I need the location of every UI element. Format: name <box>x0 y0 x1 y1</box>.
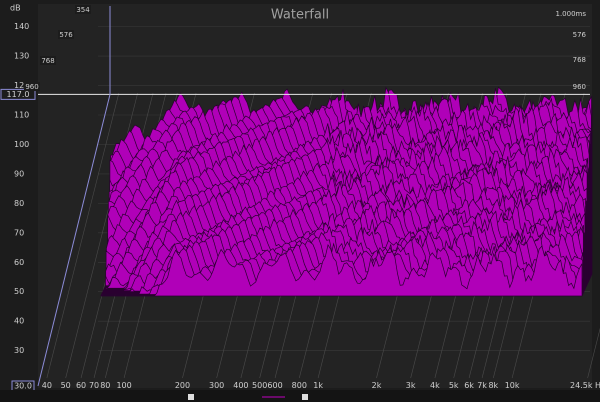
legend-checkbox[interactable] <box>302 394 308 400</box>
overlay: 117.0 30.0 354 576 768 960 1.000ms 576 768 960 <box>0 5 590 392</box>
cursor-diagonal <box>37 94 111 387</box>
y-tick-label: 60 <box>14 258 24 267</box>
depth-label-box <box>75 5 91 14</box>
x-tick-label: 4k <box>430 381 440 390</box>
depth-label: 354 <box>76 6 90 14</box>
x-tick-label: 80 <box>100 381 110 390</box>
chart-title: Waterfall <box>271 8 329 23</box>
y-tick-label: 130 <box>14 52 29 61</box>
depth-label: 768 <box>573 56 586 64</box>
grid-line <box>46 92 120 379</box>
waterfall-surface <box>100 86 593 297</box>
depth-label-box <box>58 30 74 39</box>
y-tick-label: 110 <box>14 110 29 119</box>
depth-label: 960 <box>573 83 586 91</box>
depth-label: 768 <box>41 57 54 65</box>
y-tick-label: 80 <box>14 199 24 208</box>
y-tick-label: 100 <box>14 140 29 149</box>
depth-label: 960 <box>25 83 38 91</box>
x-tick-label: 600 <box>267 381 282 390</box>
legend-checkbox[interactable] <box>188 394 194 400</box>
depth-label-box <box>24 82 40 91</box>
x-tick-label: 5k <box>449 381 459 390</box>
waterfall-slice <box>100 243 583 297</box>
y-tick-label: 30 <box>14 346 24 355</box>
x-tick-label: 200 <box>175 381 190 390</box>
x-tick-label: 6k <box>464 381 474 390</box>
y-tick-label: 70 <box>14 228 24 237</box>
cursor-label: 117.0 <box>7 90 30 99</box>
x-tick-label: 2k <box>372 381 382 390</box>
floor-label: 30.0 <box>14 382 32 391</box>
y-tick-label: 120 <box>14 81 29 90</box>
depth-label: 576 <box>59 31 73 39</box>
depth-label: 1.000ms <box>555 10 586 18</box>
depth-label-box <box>40 56 56 65</box>
x-tick-label: 7k <box>477 381 487 390</box>
cursor-label-box <box>0 88 36 100</box>
x-tick-label: 500 <box>252 381 267 390</box>
y-tick-label: 140 <box>14 22 29 31</box>
legend-bar <box>0 390 600 402</box>
x-tick-label: 3k <box>406 381 416 390</box>
y-tick-label: 40 <box>14 317 24 326</box>
y-axis-label: dB <box>10 4 21 13</box>
x-tick-label: 400 <box>233 381 248 390</box>
x-tick-label: 40 <box>42 381 52 390</box>
x-tick-label: 1k <box>313 381 323 390</box>
x-tick-label: 50 <box>61 381 71 390</box>
x-tick-label: 10k <box>505 381 520 390</box>
x-tick-label: 8k <box>488 381 498 390</box>
x-tick-label: 300 <box>209 381 224 390</box>
depth-label: 576 <box>573 31 587 39</box>
y-tick-label: 50 <box>14 287 24 296</box>
x-tick-label: 800 <box>292 381 307 390</box>
y-tick-label: 90 <box>14 169 24 178</box>
x-tick-label: 24.5k Hz <box>570 381 600 390</box>
x-tick-label: 100 <box>116 381 131 390</box>
x-tick-label: 70 <box>89 381 99 390</box>
x-tick-label: 60 <box>76 381 86 390</box>
